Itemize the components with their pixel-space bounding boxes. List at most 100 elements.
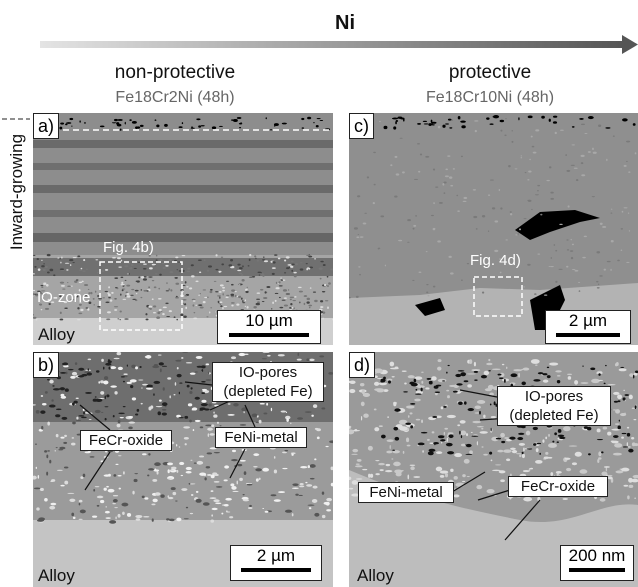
texture — [402, 171, 405, 173]
texture — [190, 373, 196, 375]
texture — [152, 518, 154, 521]
texture — [330, 268, 333, 270]
texture — [211, 514, 212, 516]
texture — [581, 174, 585, 176]
texture — [447, 155, 450, 156]
texture — [279, 285, 283, 286]
texture — [103, 367, 105, 370]
texture — [64, 467, 68, 469]
texture — [102, 297, 105, 298]
texture — [527, 179, 529, 180]
texture — [231, 356, 236, 359]
texture — [445, 175, 449, 177]
texture — [306, 301, 309, 303]
texture — [123, 374, 127, 375]
texture — [239, 273, 242, 275]
texture — [155, 492, 161, 496]
texture — [274, 124, 275, 127]
texture — [509, 437, 515, 440]
texture — [231, 486, 236, 490]
texture — [55, 450, 56, 451]
texture — [574, 270, 578, 272]
texture — [328, 372, 333, 375]
texture — [407, 219, 411, 221]
texture — [623, 390, 625, 391]
texture — [544, 457, 549, 459]
texture — [634, 498, 636, 499]
texture — [444, 432, 445, 435]
texture — [380, 469, 384, 471]
texture — [239, 267, 243, 269]
texture — [32, 290, 35, 291]
texture — [118, 413, 124, 415]
texture — [415, 393, 421, 394]
texture — [37, 258, 39, 260]
texture — [620, 413, 626, 416]
texture — [86, 268, 88, 270]
texture — [259, 478, 261, 480]
texture — [449, 127, 452, 128]
texture — [356, 296, 359, 298]
texture — [59, 447, 65, 450]
texture — [42, 403, 47, 405]
texture — [210, 291, 213, 293]
side-label: Inward-growing — [7, 117, 27, 267]
texture — [135, 299, 138, 301]
texture — [182, 122, 183, 124]
texture — [516, 453, 522, 454]
texture — [501, 441, 505, 443]
texture — [210, 289, 213, 291]
texture — [545, 452, 548, 455]
texture — [259, 420, 262, 424]
texture — [120, 417, 124, 418]
texture — [124, 318, 128, 320]
texture — [45, 391, 48, 394]
texture — [593, 152, 597, 154]
texture — [611, 213, 613, 214]
texture — [282, 123, 287, 125]
texture — [597, 287, 600, 288]
texture — [256, 303, 260, 305]
texture — [549, 166, 551, 168]
texture — [43, 263, 44, 264]
texture — [120, 128, 122, 131]
texture — [569, 445, 578, 446]
texture — [195, 280, 198, 282]
texture — [317, 437, 320, 440]
texture — [403, 391, 408, 392]
texture — [187, 268, 190, 270]
texture — [628, 449, 633, 453]
texture — [262, 358, 267, 359]
texture — [413, 225, 416, 227]
texture — [112, 503, 116, 504]
texture — [326, 509, 331, 511]
texture — [403, 118, 405, 121]
texture — [447, 395, 450, 398]
texture — [292, 483, 298, 486]
texture — [248, 265, 250, 266]
texture — [519, 443, 525, 446]
texture — [45, 308, 49, 310]
texture — [511, 373, 518, 377]
texture — [70, 376, 75, 379]
texture — [490, 404, 492, 406]
texture — [500, 272, 502, 274]
texture — [67, 493, 74, 494]
texture — [418, 443, 425, 446]
texture — [281, 280, 283, 281]
texture — [284, 272, 286, 273]
texture — [272, 261, 275, 263]
texture — [198, 260, 202, 261]
texture — [488, 385, 494, 390]
texture — [578, 282, 580, 283]
texture — [305, 411, 312, 413]
texture — [572, 269, 576, 270]
texture — [64, 481, 68, 485]
texture — [148, 306, 152, 308]
texture — [76, 420, 81, 421]
texture — [445, 168, 448, 170]
texture — [71, 443, 76, 446]
texture — [322, 291, 325, 292]
texture — [379, 121, 381, 122]
texture — [436, 451, 442, 454]
